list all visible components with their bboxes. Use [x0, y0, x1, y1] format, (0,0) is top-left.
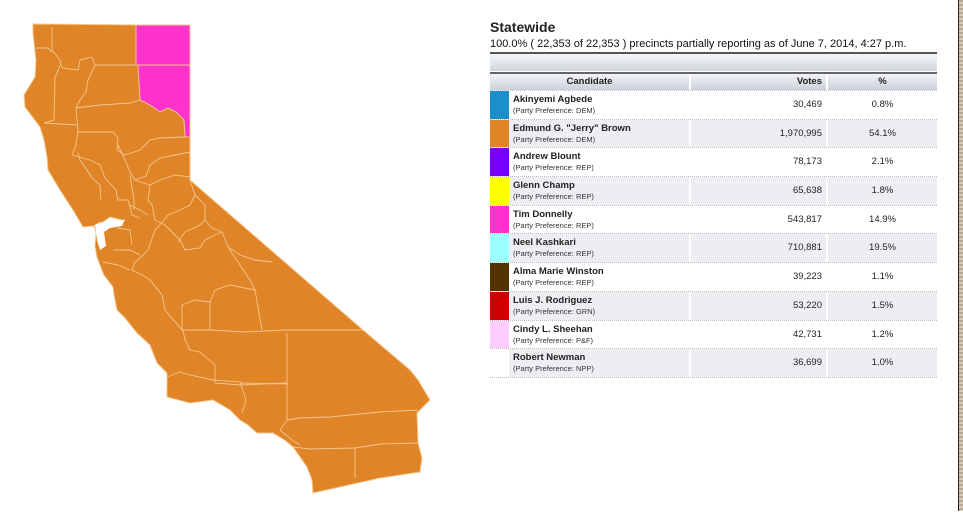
vote-percent: 19.5% [828, 234, 937, 263]
vote-count: 65,638 [691, 177, 826, 205]
table-row: Luis J. Rodriguez (Party Preference: GRN)… [490, 291, 937, 321]
candidate-name: Edmund G. "Jerry" Brown [513, 122, 631, 134]
candidate-color-swatch [490, 205, 509, 234]
map-svg [23, 23, 431, 494]
table-row: Akinyemi Agbede (Party Preference: DEM) 3… [490, 91, 937, 120]
vote-count: 30,469 [792, 99, 822, 110]
county-lassen[interactable] [137, 64, 191, 138]
column-header-percent[interactable]: % [828, 74, 937, 90]
candidate-name: Neel Kashkari [513, 237, 576, 249]
window-edge-border [958, 0, 963, 511]
vote-percent: 54.1% [828, 119, 937, 148]
party-preference: (Party Preference: GRN) [513, 306, 596, 316]
contest-title: Statewide [490, 19, 556, 35]
candidate-color-swatch [490, 148, 509, 177]
vote-count: 78,173 [792, 156, 822, 168]
table-header: Candidate Votes % [490, 72, 937, 90]
candidate-name: Alma Marie Winston [513, 266, 604, 278]
table-row: Andrew Blount (Party Preference: REP) 78,… [490, 148, 937, 178]
candidate-color-swatch [490, 263, 509, 291]
vote-count: 543,817 [787, 213, 822, 225]
vote-percent: 0.8% [871, 99, 894, 110]
candidate-name: Andrew Blount [513, 151, 581, 163]
candidate-name: Akinyemi Agbede [513, 94, 593, 105]
candidate-name: Cindy L. Sheehan [513, 323, 593, 335]
vote-percent: 2.1% [871, 156, 894, 168]
vote-percent: 1.1% [871, 271, 894, 283]
table-row: Edmund G. "Jerry" Brown (Party Preference… [490, 119, 937, 149]
table-title-bar [490, 52, 937, 71]
table-row: Neel Kashkari (Party Preference: REP) 710… [490, 234, 937, 264]
vote-percent: 1.8% [828, 177, 937, 205]
candidate-name: Robert Newman [513, 352, 586, 364]
party-preference: (Party Preference: REP) [513, 163, 594, 173]
table-row: Cindy L. Sheehan (Party Preference: P&F) … [490, 320, 937, 350]
party-preference: (Party Preference: REP) [513, 192, 594, 202]
results-panel: Statewide 100.0% ( 22,353 of 22,353 ) pr… [490, 19, 937, 378]
vote-percent: 1.2% [871, 328, 894, 340]
party-preference: (Party Preference: DEM) [513, 134, 596, 144]
party-preference: (Party Preference: NPP) [513, 364, 594, 374]
party-preference: (Party Preference: DEM) [513, 106, 596, 115]
candidate-color-swatch [490, 349, 509, 377]
sf-bay-water [95, 219, 125, 250]
candidate-color-swatch [490, 234, 509, 263]
candidate-color-swatch [490, 291, 509, 320]
column-header-votes[interactable]: Votes [691, 74, 826, 90]
vote-count: 710,881 [691, 234, 826, 263]
candidate-name: Luis J. Rodriguez [513, 294, 593, 306]
vote-count: 53,220 [691, 291, 826, 320]
vote-count: 1,970,995 [691, 119, 826, 148]
california-county-map [0, 0, 480, 511]
candidate-color-swatch [490, 320, 509, 349]
party-preference: (Party Preference: REP) [513, 278, 594, 288]
state-shape[interactable] [23, 23, 431, 494]
candidate-table: Akinyemi Agbede (Party Preference: DEM) 3… [490, 90, 937, 378]
party-preference: (Party Preference: REP) [513, 249, 594, 259]
candidate-color-swatch [490, 91, 509, 119]
table-row: Robert Newman (Party Preference: NPP) 36,… [490, 349, 937, 378]
candidate-color-swatch [490, 177, 509, 205]
vote-percent: 1.5% [828, 291, 937, 320]
table-row: Alma Marie Winston (Party Preference: REP… [490, 263, 937, 292]
party-preference: (Party Preference: REP) [513, 220, 594, 230]
vote-count: 36,699 [691, 349, 826, 377]
party-preference: (Party Preference: P&F) [513, 335, 594, 345]
candidate-color-swatch [490, 119, 509, 148]
vote-percent: 14.9% [869, 213, 896, 225]
vote-percent: 1.0% [828, 349, 937, 377]
candidate-name: Glenn Champ [513, 180, 575, 192]
table-row: Tim Donnelly (Party Preference: REP) 543,… [490, 205, 937, 235]
candidate-name: Tim Donnelly [513, 208, 573, 220]
vote-count: 42,731 [792, 328, 822, 340]
vote-count: 39,223 [792, 271, 822, 283]
table-row: Glenn Champ (Party Preference: REP) 65,63… [490, 177, 937, 206]
column-header-candidate[interactable]: Candidate [490, 74, 689, 90]
county-modoc[interactable] [135, 24, 191, 66]
reporting-status: 100.0% ( 22,353 of 22,353 ) precincts pa… [490, 38, 907, 50]
county-borders [36, 27, 419, 478]
